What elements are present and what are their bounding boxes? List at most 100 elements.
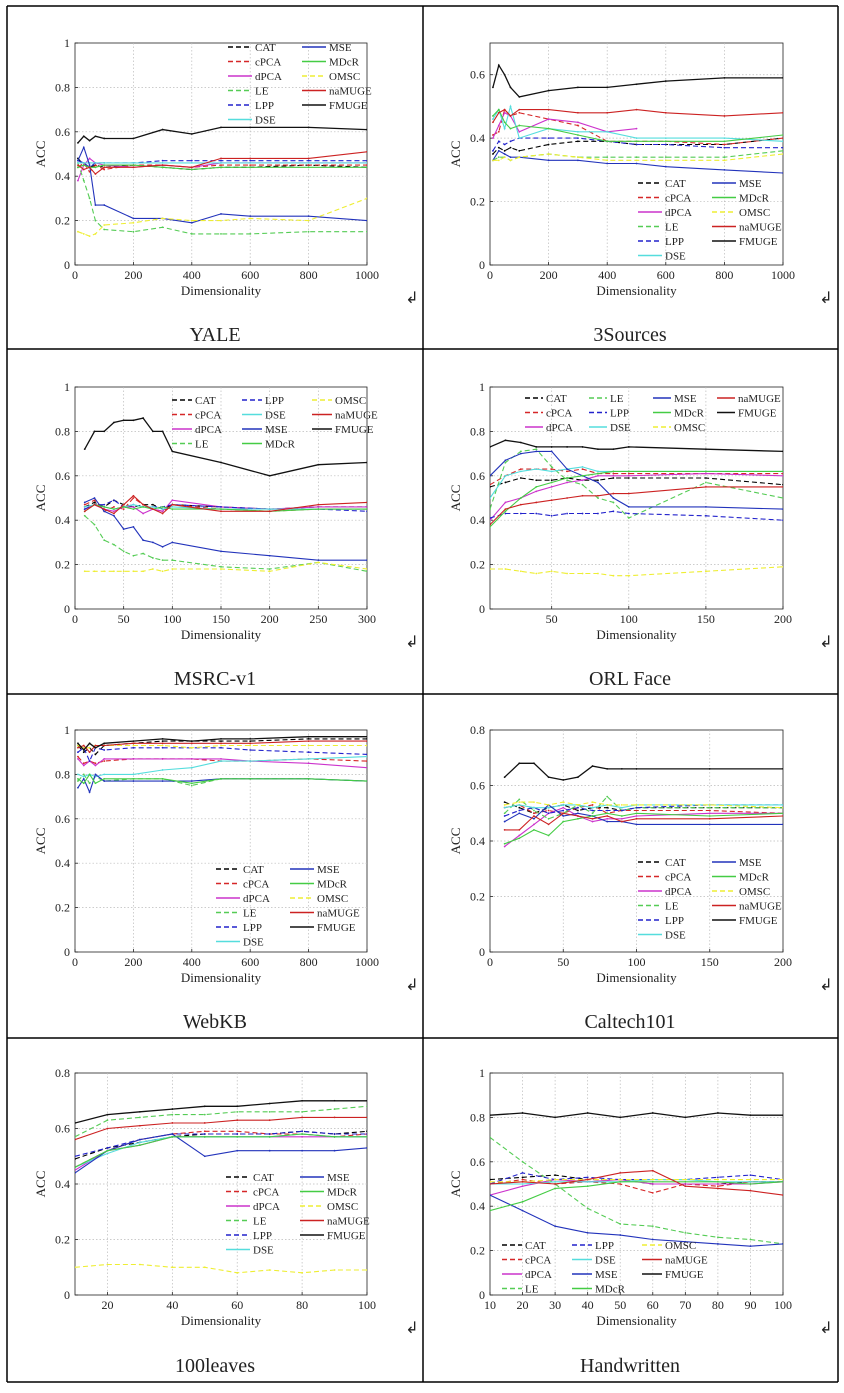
data-point-le [366,230,367,233]
data-point-mdcr [190,168,193,171]
data-point-dse [550,470,553,473]
data-point-cpca [619,1183,622,1185]
data-point-mse [103,204,106,206]
data-point-namuge [142,503,145,506]
legend-label-fmuge: FMUGE [317,922,356,934]
data-point-namuge [635,108,638,111]
return-mark-icon: ↲ [405,634,418,651]
chart-6: 20 40 60 80 100 0 0.2 0.4 0.6 0.8 Dimensionality AC… [33,1066,419,1377]
legend-label-mse: MSE [329,42,352,54]
data-point-dpca [612,474,615,477]
data-point-lpp [635,143,638,146]
data-point-le [586,1207,589,1210]
data-point-dpca [366,766,367,769]
data-point-lpp [577,137,579,140]
legend-label-le: LE [525,1284,539,1296]
data-point-mse [366,559,367,562]
series-line-cat [504,801,783,814]
x-axis-label: Dimensionality [596,1313,677,1328]
data-point-namuge [268,1119,271,1122]
data-point-omsc [190,219,193,222]
data-point-cat [547,143,550,146]
series-line-lpp [77,746,367,763]
data-point-lpp [635,806,638,809]
y-tick-label: 0.4 [470,131,485,145]
data-point-omsc [782,565,783,568]
data-point-mse [220,550,222,553]
data-point-namuge [651,1169,654,1172]
data-point-le [651,1225,654,1228]
chart-0: 0 200 400 600 800 1000 0 0.2 0.4 0.6 0.8 1 Dimension… [33,36,419,346]
data-point-mse [782,508,783,510]
data-point-dpca [521,1185,524,1188]
data-point-mse [75,1172,76,1174]
y-tick-label: 0.6 [55,125,70,139]
data-point-mdcr [103,505,106,508]
data-point-le [113,543,115,546]
data-point-cpca [132,497,135,499]
y-axis-label: ACC [448,828,463,855]
y-axis-label: ACC [448,485,463,512]
y-tick-label: 0 [64,945,70,959]
legend-label-mdcr: MDcR [595,1284,626,1296]
legend-label-dse: DSE [243,937,264,949]
data-point-lpp [236,1133,239,1135]
y-tick-label: 0.2 [470,558,485,572]
data-point-cat [704,477,707,479]
data-point-lpp [77,751,79,754]
data-point-lpp [161,746,164,749]
legend-label-namuge: naMUGE [738,393,781,405]
plot-area [74,42,368,266]
y-tick-label: 0.4 [55,1177,70,1191]
data-point-omsc [635,159,638,162]
legend-label-mse: MSE [739,857,762,869]
data-point-dse [591,806,594,809]
data-point-fmuge [497,64,500,67]
data-point-namuge [220,742,222,745]
x-tick-label: 400 [598,268,616,282]
data-point-omsc [82,746,85,749]
data-point-mse [708,823,711,826]
data-point-mdcr [113,508,115,510]
legend-label-fmuge: FMUGE [335,424,374,436]
data-point-dpca [504,501,507,504]
data-point-omsc [547,153,550,155]
data-point-namuge [497,111,500,114]
legend: CAT LPP OMSC cPCA DSE naMUGE dPCA MSE FMUGE LE MDc… [502,1240,708,1296]
data-point-fmuge [664,80,667,82]
data-point-cat [249,740,252,742]
data-point-le [782,149,783,152]
data-point-lpp [518,809,521,812]
data-point-fmuge [518,96,521,98]
data-point-le [301,1110,304,1113]
data-point-cpca [103,168,106,171]
data-point-fmuge [333,1099,336,1102]
data-point-dpca [88,157,91,160]
legend-label-cpca: cPCA [195,410,221,422]
data-point-mdcr [94,166,97,169]
data-point-mse [782,823,783,826]
data-point-mse [562,815,565,817]
x-tick-label: 150 [212,612,230,626]
data-point-omsc [562,801,565,804]
data-point-dpca [620,817,623,820]
x-tick-label: 50 [557,955,569,969]
data-point-omsc [509,159,512,162]
data-point-mdcr [723,140,726,143]
data-point-namuge [586,1178,589,1181]
data-point-cpca [577,124,579,127]
data-point-mdcr [301,1133,304,1135]
data-point-fmuge [220,461,222,464]
data-point-lpp [566,512,569,515]
data-point-fmuge [103,430,106,433]
y-tick-label: 0.6 [470,1155,485,1169]
data-point-dpca [497,124,500,127]
data-point-mdcr [577,817,579,820]
data-point-fmuge [535,446,538,448]
data-point-dse [518,137,521,140]
x-tick-label: 90 [744,1298,756,1312]
data-point-dse [518,804,521,806]
data-point-namuge [519,503,522,506]
data-point-lpp [161,159,164,162]
legend-label-mdcr: MDcR [739,193,770,205]
